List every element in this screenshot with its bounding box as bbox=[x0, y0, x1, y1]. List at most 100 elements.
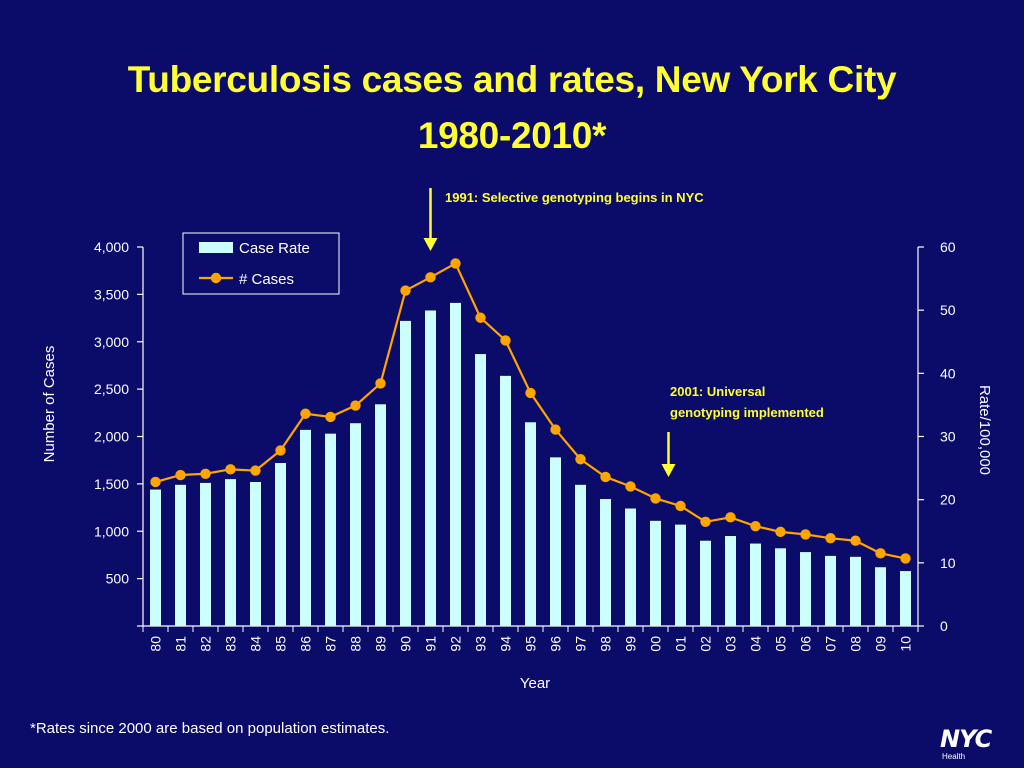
cases-point-08 bbox=[850, 535, 861, 546]
tb-chart: 5001,0001,5002,0002,5003,0003,5004,00001… bbox=[41, 188, 993, 692]
cases-point-05 bbox=[775, 526, 786, 538]
cases-point-84 bbox=[250, 465, 261, 476]
bar-93 bbox=[475, 354, 486, 626]
x-tick-label: 05 bbox=[773, 636, 789, 652]
bar-02 bbox=[700, 540, 711, 626]
right-tick-label: 30 bbox=[940, 429, 956, 445]
cases-point-06 bbox=[800, 529, 811, 540]
legend-label-cases: # Cases bbox=[239, 271, 294, 288]
bar-08 bbox=[850, 556, 861, 626]
x-tick-label: 06 bbox=[798, 636, 814, 652]
x-tick-label: 02 bbox=[698, 636, 714, 652]
cases-point-90 bbox=[400, 285, 411, 296]
legend-bar-swatch bbox=[199, 242, 233, 253]
left-tick-label: 1,000 bbox=[94, 523, 129, 539]
right-tick-label: 40 bbox=[940, 365, 956, 381]
cases-point-02 bbox=[700, 516, 711, 527]
bar-95 bbox=[525, 422, 536, 626]
x-tick-label: 97 bbox=[573, 636, 589, 652]
left-tick-label: 2,500 bbox=[94, 381, 129, 397]
bar-10 bbox=[900, 571, 911, 626]
cases-point-04 bbox=[750, 520, 761, 532]
bar-84 bbox=[250, 481, 261, 626]
bar-97 bbox=[575, 484, 586, 626]
bar-03 bbox=[725, 535, 736, 626]
x-axis-title: Year bbox=[520, 675, 550, 692]
annotation-2001-line1: 2001: Universal bbox=[670, 384, 765, 399]
footnote: *Rates since 2000 are based on populatio… bbox=[30, 720, 390, 737]
nyc-health-logo: NYC Health bbox=[940, 727, 1010, 763]
x-tick-label: 09 bbox=[873, 636, 889, 652]
x-tick-label: 95 bbox=[523, 636, 539, 652]
cases-point-85 bbox=[275, 445, 286, 456]
x-tick-label: 00 bbox=[648, 636, 664, 652]
bar-94 bbox=[500, 375, 511, 626]
annotation-2001-line2: genotyping implemented bbox=[670, 405, 824, 420]
cases-point-93 bbox=[475, 312, 486, 323]
cases-point-86 bbox=[300, 408, 311, 419]
x-tick-label: 84 bbox=[248, 636, 264, 652]
bar-87 bbox=[325, 433, 336, 626]
x-tick-label: 98 bbox=[598, 636, 614, 652]
right-tick-label: 60 bbox=[940, 239, 956, 255]
bar-80 bbox=[150, 489, 161, 626]
bar-00 bbox=[650, 520, 661, 626]
cases-point-03 bbox=[725, 512, 736, 523]
left-tick-label: 2,000 bbox=[94, 429, 129, 445]
title-line-2: 1980-2010* bbox=[417, 115, 607, 156]
slide-title: Tuberculosis cases and rates, New York C… bbox=[0, 52, 1024, 164]
left-tick-label: 500 bbox=[106, 571, 130, 587]
left-axis-title: Number of Cases bbox=[41, 346, 58, 463]
right-tick-label: 10 bbox=[940, 555, 956, 571]
x-tick-label: 10 bbox=[898, 636, 914, 652]
bar-09 bbox=[875, 567, 886, 626]
cases-point-07 bbox=[825, 532, 836, 544]
cases-point-98 bbox=[600, 471, 611, 483]
left-tick-label: 3,000 bbox=[94, 334, 129, 350]
legend-label-case-rate: Case Rate bbox=[239, 240, 310, 257]
cases-point-91 bbox=[425, 272, 436, 283]
cases-point-82 bbox=[200, 468, 211, 479]
bar-86 bbox=[300, 429, 311, 626]
cases-point-09 bbox=[875, 548, 886, 559]
left-tick-label: 1,500 bbox=[94, 476, 129, 492]
bar-83 bbox=[225, 479, 236, 626]
right-tick-label: 0 bbox=[940, 618, 948, 634]
bar-89 bbox=[375, 404, 386, 626]
annotation-1991-arrow-head bbox=[423, 238, 438, 251]
x-tick-label: 93 bbox=[473, 636, 489, 652]
cases-point-87 bbox=[325, 411, 336, 423]
cases-point-97 bbox=[575, 454, 586, 465]
bar-92 bbox=[450, 302, 461, 626]
cases-point-94 bbox=[500, 335, 511, 346]
right-axis-title: Rate/100,000 bbox=[976, 385, 993, 475]
x-tick-label: 91 bbox=[423, 636, 439, 652]
legend-marker-swatch bbox=[210, 272, 222, 284]
x-tick-label: 96 bbox=[548, 636, 564, 652]
x-tick-label: 83 bbox=[223, 636, 239, 652]
cases-point-80 bbox=[150, 476, 161, 488]
bar-96 bbox=[550, 457, 561, 626]
bar-01 bbox=[675, 524, 686, 626]
annotation-1991: 1991: Selective genotyping begins in NYC bbox=[445, 190, 704, 205]
logo-subtext: Health bbox=[942, 752, 966, 761]
bar-82 bbox=[200, 482, 211, 626]
x-tick-label: 81 bbox=[173, 636, 189, 652]
cases-point-89 bbox=[375, 378, 386, 389]
bar-06 bbox=[800, 552, 811, 626]
right-tick-label: 20 bbox=[940, 492, 956, 508]
x-tick-label: 08 bbox=[848, 636, 864, 652]
right-tick-label: 50 bbox=[940, 302, 956, 318]
bar-91 bbox=[425, 310, 436, 626]
x-tick-label: 82 bbox=[198, 636, 214, 652]
x-tick-label: 89 bbox=[373, 636, 389, 652]
cases-point-83 bbox=[225, 464, 236, 475]
x-tick-label: 94 bbox=[498, 636, 514, 652]
x-tick-label: 03 bbox=[723, 636, 739, 652]
cases-point-95 bbox=[525, 387, 536, 399]
title-line-1: Tuberculosis cases and rates, New York C… bbox=[127, 59, 897, 100]
cases-point-00 bbox=[650, 493, 661, 504]
left-tick-label: 4,000 bbox=[94, 239, 129, 255]
bar-04 bbox=[750, 543, 761, 626]
